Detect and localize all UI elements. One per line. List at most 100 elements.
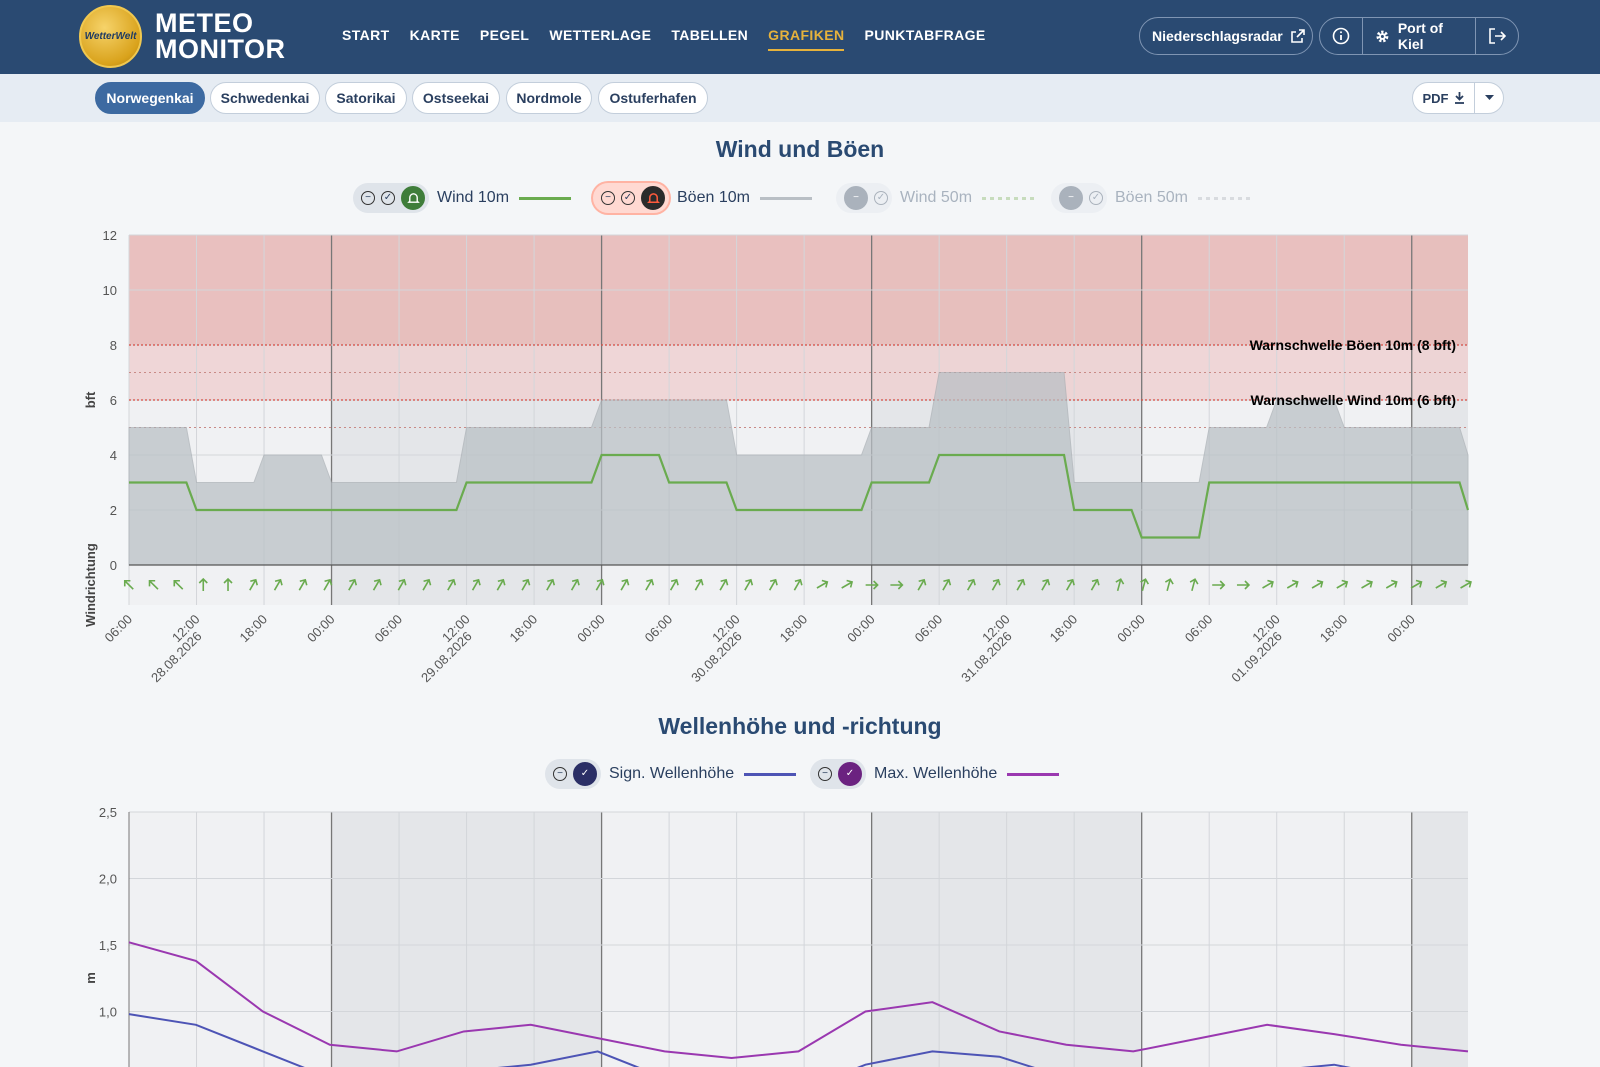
pdf-dropdown-toggle[interactable] xyxy=(1475,95,1503,101)
arrow-shape xyxy=(1115,578,1125,592)
wind-direction-arrow xyxy=(1286,579,1299,589)
arrow-shape xyxy=(1090,578,1100,591)
hide-icon[interactable]: − xyxy=(361,191,375,205)
arrow-shape xyxy=(496,578,506,591)
x-tick-label: 06:00 xyxy=(642,612,676,646)
legend-label-boeen-10m[interactable]: Böen 10m xyxy=(677,189,750,206)
x-tick-label: 06:00 xyxy=(1182,612,1216,646)
location-tab-schwedenkai[interactable]: Schwedenkai xyxy=(210,82,320,114)
y-tick-label: 4 xyxy=(110,448,117,463)
arrow-shape xyxy=(1212,580,1226,590)
check-icon[interactable]: ✓ xyxy=(621,191,635,205)
x-tick-label: 06:00 xyxy=(102,612,136,646)
hide-icon[interactable]: − xyxy=(601,191,615,205)
location-tab-satorikai[interactable]: Satorikai xyxy=(325,82,407,114)
wind-direction-arrow xyxy=(546,578,556,591)
nav-punktabfrage[interactable]: PUNKTABFRAGE xyxy=(864,27,986,43)
wind-direction-arrow xyxy=(198,577,208,591)
check-icon[interactable]: ✓ xyxy=(1089,191,1103,205)
nav-wetterlage[interactable]: WETTERLAGE xyxy=(549,27,652,43)
arrow-shape xyxy=(1311,579,1324,589)
wind-direction-arrow xyxy=(1410,579,1423,589)
logout-button[interactable] xyxy=(1476,18,1518,54)
arrow-shape xyxy=(1410,579,1423,589)
y-tick-label: 1,5 xyxy=(99,938,117,953)
app-title-line2: MONITOR xyxy=(155,34,286,64)
hide-icon[interactable]: − xyxy=(844,186,868,210)
wind-direction-arrow xyxy=(1336,579,1349,589)
location-tab-norwegenkai[interactable]: Norwegenkai xyxy=(95,82,205,114)
check-icon[interactable]: ✓ xyxy=(874,191,888,205)
arrow-shape xyxy=(348,578,358,591)
wind-direction-arrow xyxy=(447,578,457,591)
wind-direction-arrow xyxy=(471,578,481,591)
wind-direction-arrow xyxy=(173,579,184,590)
wave-chart[interactable]: 1,0 1,5 2,0 2,5 m xyxy=(0,800,1600,1067)
info-button[interactable] xyxy=(1320,18,1363,54)
nav-tabellen[interactable]: TABELLEN xyxy=(671,27,749,43)
arrow-shape xyxy=(273,578,283,591)
bell-icon[interactable] xyxy=(401,186,425,210)
arrow-shape xyxy=(447,578,457,591)
arrow-shape xyxy=(744,578,754,591)
arrow-shape xyxy=(917,578,927,591)
arrow-shape xyxy=(890,580,904,590)
arrow-shape xyxy=(1164,578,1174,592)
arrow-shape xyxy=(471,578,481,591)
legend-label-boeen-50m[interactable]: Böen 50m xyxy=(1115,189,1188,206)
arrow-shape xyxy=(546,578,556,591)
arrow-shape xyxy=(620,578,630,591)
check-icon[interactable]: ✓ xyxy=(838,762,862,786)
location-label: Port of Kiel xyxy=(1397,20,1443,52)
arrow-shape xyxy=(1189,578,1199,592)
wind-direction-arrow xyxy=(966,578,976,591)
wind-chart-title: Wind und Böen xyxy=(715,136,885,162)
location-tab-ostseekai[interactable]: Ostseekai xyxy=(412,82,500,114)
nav-grafiken[interactable]: GRAFIKEN xyxy=(768,27,845,51)
hide-icon[interactable]: − xyxy=(1059,186,1083,210)
nav-karte[interactable]: KARTE xyxy=(409,27,460,43)
caret-down-icon xyxy=(1484,95,1494,100)
arrow-shape xyxy=(942,578,952,591)
arrow-shape xyxy=(323,578,333,591)
legend-swatch xyxy=(1197,196,1250,200)
arrow-shape xyxy=(198,577,208,591)
check-icon[interactable]: ✓ xyxy=(573,762,597,786)
hide-icon[interactable]: − xyxy=(553,767,567,781)
location-tab-nordmole[interactable]: Nordmole xyxy=(506,82,592,114)
check-icon[interactable]: ✓ xyxy=(381,191,395,205)
wind-direction-arrow xyxy=(1212,580,1226,590)
nav-start[interactable]: START xyxy=(342,27,390,43)
wind-direction-arrow xyxy=(816,579,829,589)
legend-label-sign-wellenhoehe[interactable]: Sign. Wellenhöhe xyxy=(609,765,735,782)
external-link-icon xyxy=(1290,29,1305,43)
pdf-label: PDF xyxy=(1422,90,1449,106)
wetterwelt-logo[interactable]: WetterWelt xyxy=(79,5,142,68)
legend-label-max-wellenhoehe[interactable]: Max. Wellenhöhe xyxy=(874,765,998,782)
arrow-shape xyxy=(991,578,1001,591)
wind-direction-arrow xyxy=(348,578,358,591)
x-tick-label: 00:00 xyxy=(1114,612,1148,646)
bell-warning-icon[interactable] xyxy=(641,186,665,210)
wind-chart[interactable]: Warnschwelle Böen 10m (8 bft) Warnschwell… xyxy=(0,220,1600,700)
legend-wind-50m: − ✓ Wind 50m xyxy=(836,183,1035,213)
nav-pegel[interactable]: PEGEL xyxy=(479,27,530,43)
pdf-button[interactable]: PDF xyxy=(1413,83,1475,113)
x-tick-label: 06:00 xyxy=(372,612,406,646)
x-tick-label: 00:00 xyxy=(574,612,608,646)
arrow-shape xyxy=(669,578,679,591)
location-tab-ostuferhafen[interactable]: Ostuferhafen xyxy=(598,82,708,114)
wind-direction-arrow xyxy=(1262,579,1274,589)
hide-icon[interactable]: − xyxy=(818,767,832,781)
wind-direction-arrow xyxy=(397,578,407,591)
arrow-shape xyxy=(595,578,605,591)
arrow-shape xyxy=(841,579,854,589)
wind-direction-arrow xyxy=(694,578,704,591)
app-title-line1: METEO xyxy=(155,8,254,38)
arrow-shape xyxy=(1262,579,1274,589)
wind-direction-arrow xyxy=(1065,578,1075,591)
location-settings-button[interactable]: Port of Kiel xyxy=(1363,18,1476,54)
legend-label-wind-50m[interactable]: Wind 50m xyxy=(900,189,973,206)
legend-label-wind-10m[interactable]: Wind 10m xyxy=(437,189,510,206)
radar-button[interactable]: Niederschlagsradar xyxy=(1139,17,1313,55)
